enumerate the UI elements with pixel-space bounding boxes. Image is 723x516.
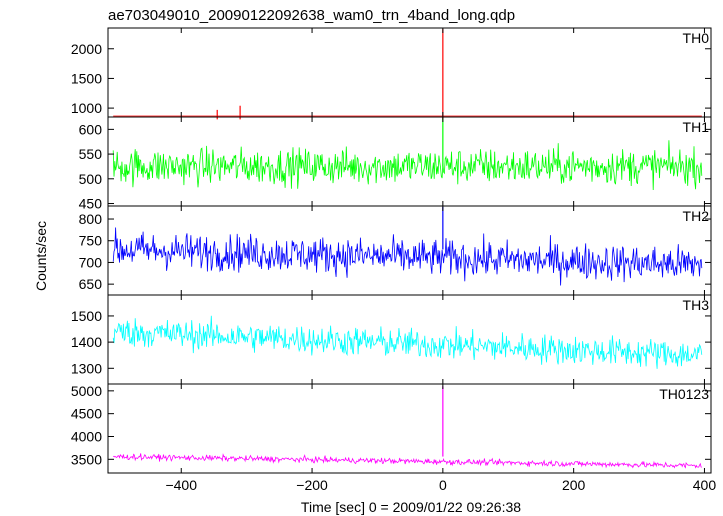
x-tick-label: −400 [165,477,197,493]
panel-label-th1: TH1 [683,119,710,135]
y-tick-label: 650 [79,276,103,292]
y-tick-label: 600 [79,121,103,137]
panel-label-th3: TH3 [683,297,710,313]
y-tick-label: 700 [79,254,103,270]
panel-frame [107,27,712,118]
panel-label-th2: TH2 [683,208,710,224]
y-tick-label: 4500 [71,406,102,422]
series-line-th2 [112,227,703,286]
x-axis-label: Time [sec] 0 = 2009/01/22 09:26:38 [301,499,521,515]
x-tick-label: 200 [562,477,586,493]
panel-th3: 1300 1400 1500 TH3 [71,294,712,385]
series-line-th3 [112,315,703,369]
y-tick-label: 500 [79,171,103,187]
chart-title: ae703049010_20090122092638_wam0_trn_4ban… [108,7,515,24]
panel-th0123: 3500 4000 4500 5000 TH0123 [71,383,712,474]
panel-th1: 450 500 550 600 TH1 [79,116,712,212]
y-tick-label: 1000 [71,100,102,116]
panel-frame [107,383,712,474]
y-tick-label: 1500 [71,70,102,86]
x-tick-label: 400 [693,477,717,493]
panel-th2: 650 700 750 800 TH2 [79,205,712,296]
series-line-th1 [112,140,703,191]
panel-label-th0: TH0 [683,30,710,46]
y-tick-label: 3500 [71,451,102,467]
series-line-th0123 [113,453,702,469]
panel-label-th0123: TH0123 [659,386,709,402]
y-tick-label: 750 [79,233,103,249]
y-tick-label: 450 [79,196,103,212]
y-tick-label: 1400 [71,334,102,350]
y-tick-label: 1500 [71,308,102,324]
y-tick-label: 800 [79,211,103,227]
y-axis-label: Counts/sec [33,221,49,291]
y-tick-label: 2000 [71,41,102,57]
x-tick-label: 0 [439,477,447,493]
x-tick-label: −200 [296,477,328,493]
panel-th0: 1000 1500 2000 TH0 [71,27,712,120]
y-tick-label: 1300 [71,360,102,376]
y-tick-label: 4000 [71,428,102,444]
y-tick-label: 550 [79,146,103,162]
y-tick-label: 5000 [71,383,102,399]
